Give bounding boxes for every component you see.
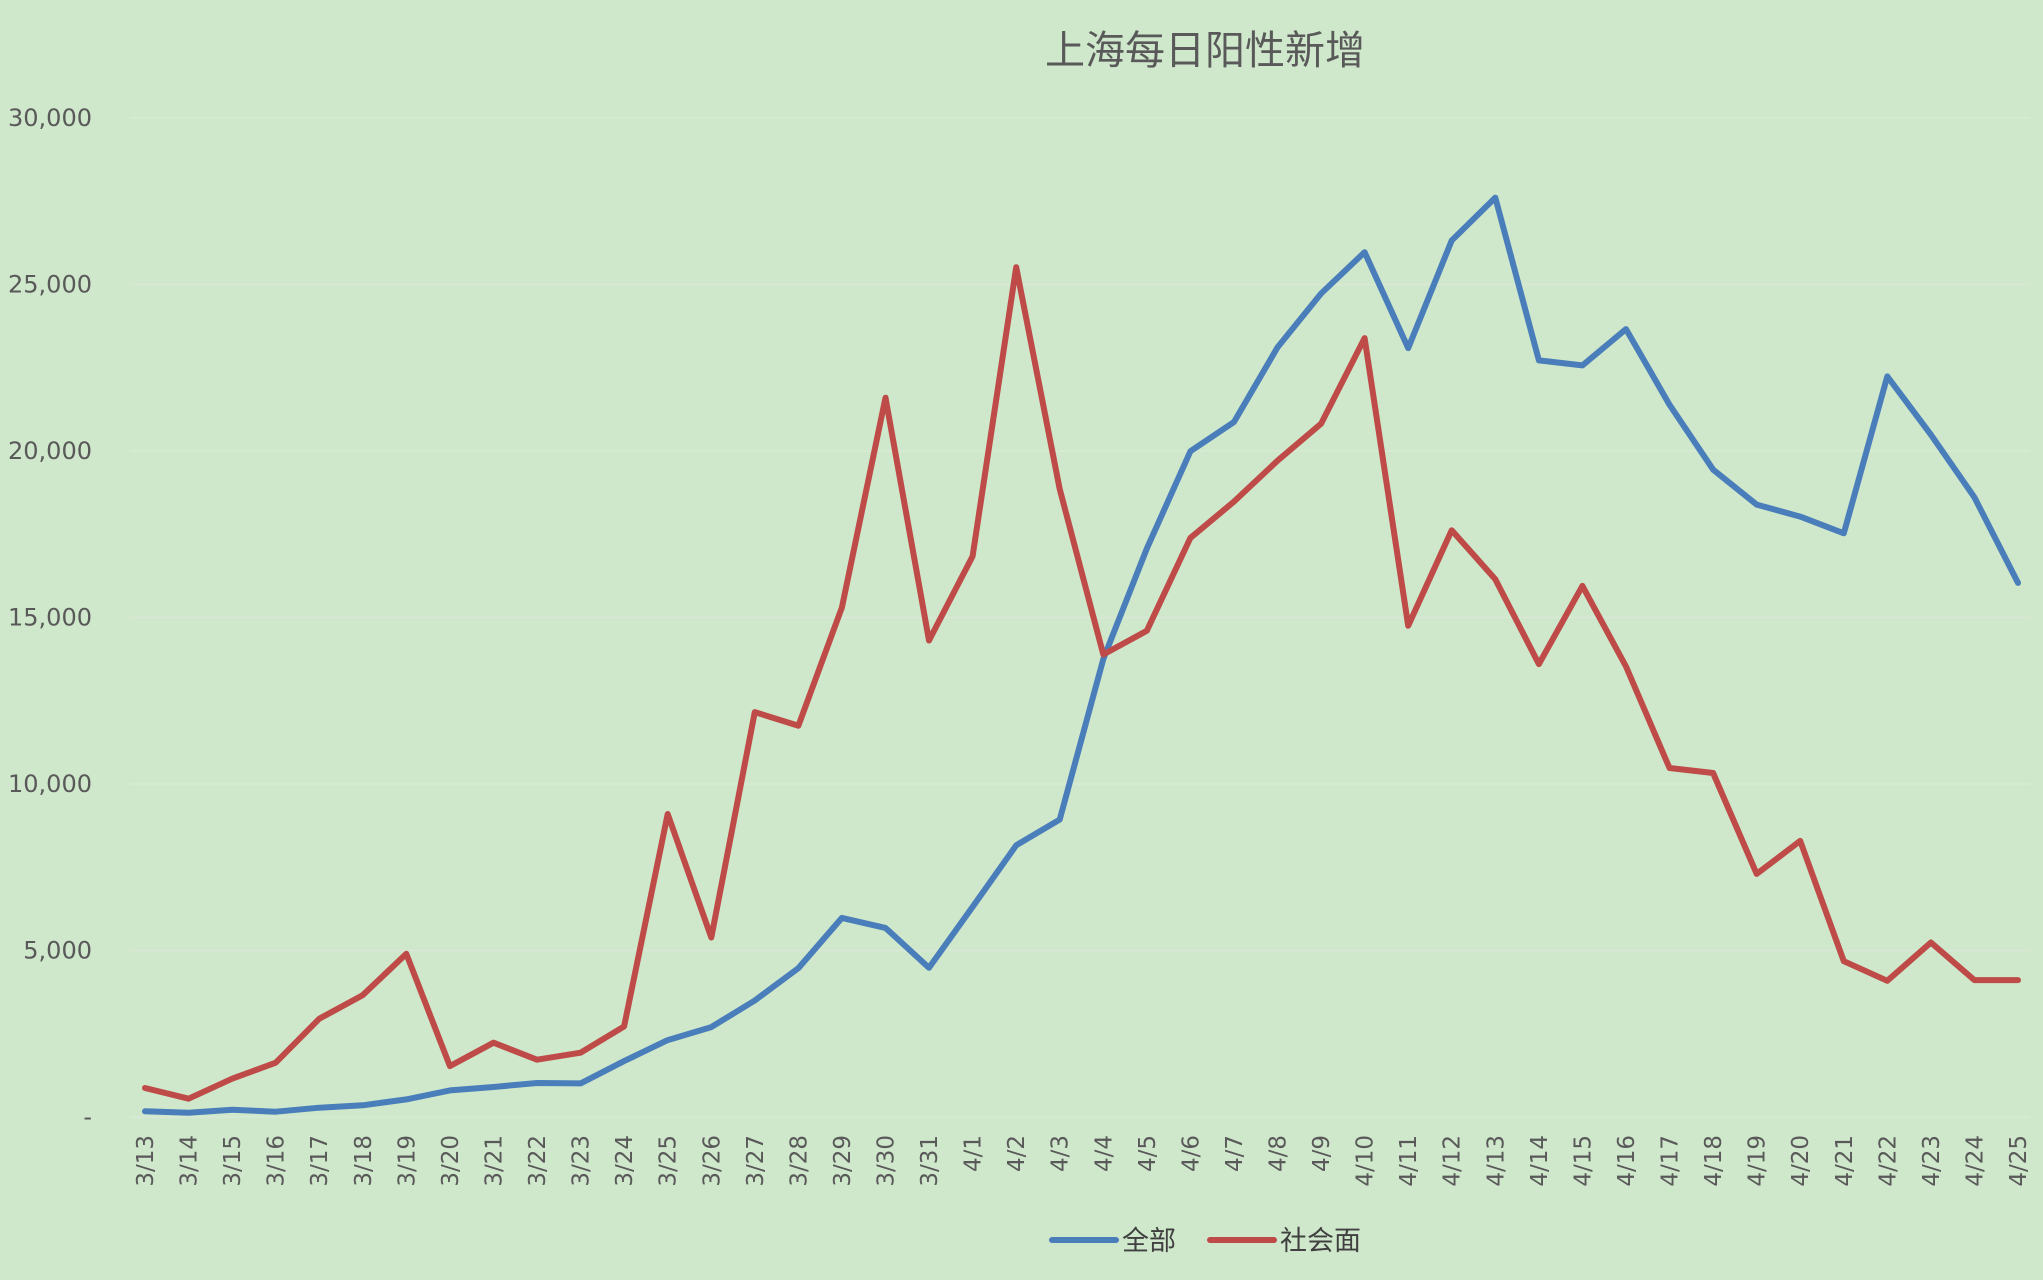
- x-tick-label: 3/25: [656, 1135, 682, 1187]
- x-tick-label: 3/18: [351, 1135, 377, 1187]
- x-tick-label: 3/13: [133, 1135, 159, 1187]
- x-tick-label: 4/21: [1832, 1135, 1858, 1187]
- y-tick-label: 20,000: [8, 437, 92, 465]
- x-axis-ticks: 3/13 3/14 3/15 3/16 3/17 3/18 3/19 3/20 3/21 3/22…: [133, 1135, 2032, 1187]
- x-tick-label: 3/16: [264, 1135, 290, 1187]
- x-tick-label: 3/26: [699, 1135, 725, 1187]
- x-tick-label: 4/23: [1919, 1135, 1945, 1187]
- x-tick-label: 4/22: [1875, 1135, 1901, 1187]
- x-tick-label: 3/28: [786, 1135, 812, 1187]
- y-tick-label: -: [83, 1103, 92, 1131]
- x-tick-label: 3/15: [220, 1135, 246, 1187]
- x-tick-label: 4/19: [1745, 1135, 1771, 1187]
- grid-layer: [130, 117, 2030, 1118]
- x-tick-label: 3/24: [612, 1135, 638, 1187]
- y-axis-ticks: - 5,000 10,000 15,000 20,000 25,000 30,000: [8, 104, 92, 1131]
- y-tick-label: 25,000: [8, 271, 92, 299]
- x-tick-label: 4/1: [961, 1135, 987, 1172]
- x-tick-label: 4/11: [1396, 1135, 1422, 1187]
- x-tick-label: 4/20: [1788, 1135, 1814, 1187]
- x-tick-label: 4/8: [1266, 1135, 1292, 1172]
- x-tick-label: 4/3: [1048, 1135, 1074, 1172]
- x-tick-label: 4/17: [1658, 1135, 1684, 1187]
- chart-title: 上海每日阳性新增: [1045, 28, 1365, 74]
- series-layer: [142, 194, 2021, 1116]
- x-tick-label: 4/25: [2006, 1135, 2032, 1187]
- y-tick-label: 15,000: [8, 604, 92, 632]
- x-tick-label: 4/6: [1178, 1135, 1204, 1172]
- x-tick-label: 3/31: [917, 1135, 943, 1187]
- x-tick-label: 3/21: [481, 1135, 507, 1187]
- legend-label-1: 全部: [1122, 1226, 1176, 1257]
- y-tick-label: 10,000: [8, 770, 92, 798]
- x-tick-label: 4/15: [1570, 1135, 1596, 1187]
- x-tick-label: 4/13: [1483, 1135, 1509, 1187]
- series-line-2: [142, 264, 2021, 1102]
- x-tick-label: 4/7: [1222, 1135, 1248, 1172]
- y-tick-label: 30,000: [8, 104, 92, 132]
- x-tick-label: 3/23: [569, 1135, 595, 1187]
- x-tick-label: 3/30: [873, 1135, 899, 1187]
- x-tick-label: 3/27: [743, 1135, 769, 1187]
- legend: 全部 社会面: [1049, 1226, 1361, 1257]
- x-tick-label: 3/19: [394, 1135, 420, 1187]
- x-tick-label: 3/29: [830, 1135, 856, 1187]
- x-tick-label: 3/17: [307, 1135, 333, 1187]
- x-tick-label: 3/20: [438, 1135, 464, 1187]
- series-line-1: [142, 194, 2021, 1116]
- x-tick-label: 4/24: [1962, 1135, 1988, 1187]
- x-tick-label: 4/10: [1353, 1135, 1379, 1187]
- x-tick-label: 4/18: [1701, 1135, 1727, 1187]
- x-tick-label: 4/9: [1309, 1135, 1335, 1172]
- x-tick-label: 4/16: [1614, 1135, 1640, 1187]
- x-tick-label: 4/12: [1440, 1135, 1466, 1187]
- x-tick-label: 4/14: [1527, 1135, 1553, 1187]
- legend-label-2: 社会面: [1280, 1226, 1361, 1257]
- x-tick-label: 4/5: [1135, 1135, 1161, 1172]
- x-tick-label: 4/4: [1091, 1135, 1117, 1172]
- x-tick-label: 3/22: [525, 1135, 551, 1187]
- x-tick-label: 4/2: [1004, 1135, 1030, 1172]
- x-tick-label: 3/14: [177, 1135, 203, 1187]
- y-tick-label: 5,000: [23, 937, 92, 965]
